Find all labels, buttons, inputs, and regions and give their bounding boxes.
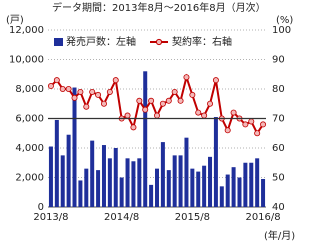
bar [143, 71, 148, 207]
line-marker [189, 91, 196, 98]
bar [208, 156, 213, 207]
legend-swatch [155, 38, 163, 46]
line-marker [130, 124, 137, 131]
line-marker [65, 86, 72, 93]
y2-tick-label: 40 [272, 202, 285, 213]
line-marker [177, 97, 184, 104]
bar [225, 174, 230, 207]
bar [137, 158, 142, 207]
y2-tick-label: 60 [272, 143, 285, 154]
line-marker [59, 86, 66, 93]
line-marker [106, 88, 113, 95]
bar [125, 158, 130, 207]
legend-label: 発売戸数：左軸 [66, 35, 136, 48]
line-marker [195, 109, 202, 116]
bar [160, 142, 165, 207]
y2-tick-label: 70 [272, 114, 285, 125]
bar [172, 155, 177, 207]
bar [90, 140, 95, 207]
line [50, 73, 264, 136]
line-marker [183, 74, 190, 81]
line-marker [53, 77, 60, 84]
bar [107, 158, 112, 207]
y-tick-label: 12,000 [9, 25, 44, 36]
bar [54, 119, 59, 207]
y-tick-label: 8,000 [15, 84, 44, 95]
y2-tick-label: 80 [272, 84, 285, 95]
chart: データ期間：2013年8月～2016年8月（月次） (戸) (%) (年/月) … [6, 1, 295, 242]
line-marker [100, 100, 107, 107]
bar [84, 168, 89, 207]
line-marker [171, 88, 178, 95]
y2-tick-label: 50 [272, 173, 285, 184]
line-marker [260, 121, 267, 128]
bar [60, 155, 65, 207]
y2-tick-label: 100 [272, 25, 291, 36]
bar [155, 168, 159, 207]
bar [249, 162, 254, 207]
bar [72, 87, 77, 207]
y2-tick-label: 90 [272, 55, 285, 66]
bar [255, 158, 260, 207]
bar [261, 178, 266, 207]
line-marker [165, 97, 172, 104]
bar [113, 148, 118, 207]
line-marker [207, 100, 214, 107]
line-marker [124, 112, 131, 119]
line-marker [77, 88, 84, 95]
bar [96, 170, 101, 207]
bar [213, 117, 218, 207]
line-marker [136, 97, 143, 104]
y-tick-label: 6,000 [15, 114, 44, 125]
bar [196, 171, 201, 207]
x-tick-label: 2013/8 [33, 212, 68, 223]
line-marker [248, 118, 255, 125]
bar [166, 170, 171, 207]
bar [178, 155, 183, 207]
line-marker [242, 121, 249, 128]
line-marker [142, 106, 149, 113]
x-tick-label: 2015/8 [175, 212, 210, 223]
bar [184, 137, 189, 207]
line-marker [148, 97, 155, 104]
line-marker [224, 127, 231, 134]
bar [66, 134, 71, 207]
bar [190, 168, 195, 207]
bar [219, 186, 224, 207]
bar [101, 145, 106, 207]
line-marker [212, 77, 219, 84]
x-tick-label: 2014/8 [104, 212, 139, 223]
line-marker [153, 112, 160, 119]
y2-unit: (%) [276, 15, 293, 26]
line-marker [230, 109, 237, 116]
line-marker [71, 94, 78, 101]
line-marker [95, 91, 102, 98]
legend-label: 契約率：右軸 [172, 35, 232, 48]
bar [48, 146, 53, 207]
line-marker [112, 77, 119, 84]
x-tick-label: 2016/8 [245, 212, 280, 223]
y-tick-label: 4,000 [15, 143, 44, 154]
bar [243, 162, 248, 207]
line-marker [89, 88, 96, 95]
line-marker [254, 130, 261, 137]
line-marker [159, 100, 166, 107]
legend-swatch [54, 38, 63, 46]
line-marker [47, 83, 54, 90]
y-tick-label: 0 [38, 202, 44, 213]
line-marker [201, 112, 208, 119]
bar [231, 167, 236, 207]
y-unit: (戸) [6, 14, 24, 26]
bar [119, 177, 124, 207]
bar [202, 165, 207, 207]
y-tick-label: 10,000 [9, 55, 44, 66]
bar [131, 161, 136, 207]
y-tick-label: 2,000 [15, 173, 44, 184]
x-unit: (年/月) [264, 229, 295, 242]
line-marker [83, 103, 90, 110]
bar [149, 184, 154, 207]
subtitle: データ期間：2013年8月～2016年8月（月次） [52, 1, 266, 14]
bar [78, 180, 83, 207]
bar [237, 177, 242, 207]
